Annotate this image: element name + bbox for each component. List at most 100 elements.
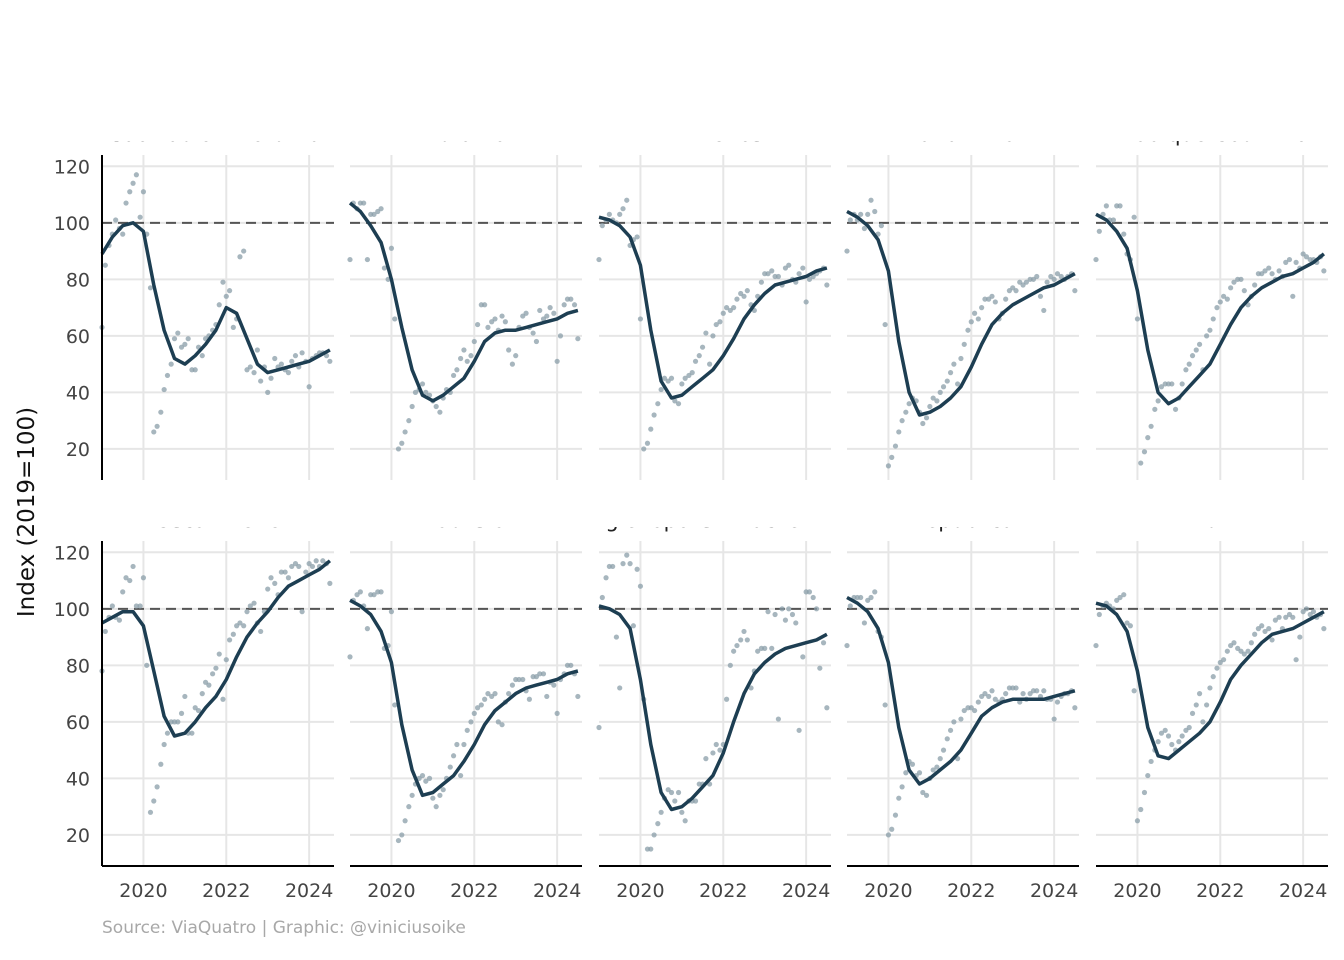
data-point bbox=[347, 256, 353, 263]
data-point bbox=[395, 446, 402, 452]
data-point bbox=[1276, 268, 1282, 274]
data-point bbox=[986, 693, 992, 700]
data-point bbox=[426, 775, 433, 781]
data-point bbox=[596, 256, 602, 263]
data-points bbox=[844, 589, 1078, 838]
data-point bbox=[247, 603, 253, 609]
data-point bbox=[789, 611, 796, 618]
data-point bbox=[289, 563, 295, 570]
data-point bbox=[492, 691, 498, 697]
data-point bbox=[734, 296, 740, 302]
data-point bbox=[769, 268, 775, 274]
x-tick-label: 2020 bbox=[864, 880, 912, 902]
panels: São Paulo - Morumbi 20 40 60 80 100 120 Butantã… bbox=[54, 122, 1328, 902]
x-tick-label: 2020 bbox=[616, 880, 664, 902]
data-point bbox=[1196, 341, 1203, 347]
data-point bbox=[327, 580, 333, 586]
data-point bbox=[1231, 640, 1237, 646]
data-point bbox=[1072, 288, 1078, 294]
data-point bbox=[696, 353, 702, 359]
data-point bbox=[551, 682, 557, 688]
data-point bbox=[1117, 594, 1123, 601]
data-point bbox=[419, 381, 426, 387]
data-point bbox=[1266, 265, 1272, 271]
trend-line bbox=[348, 201, 579, 403]
data-point bbox=[471, 338, 477, 345]
x-tick-label: 2024 bbox=[285, 880, 333, 902]
data-point bbox=[520, 676, 526, 683]
data-point bbox=[786, 262, 792, 268]
data-point bbox=[364, 256, 370, 263]
data-point bbox=[1189, 353, 1196, 359]
data-point bbox=[762, 645, 768, 651]
data-point bbox=[710, 750, 716, 756]
data-point bbox=[440, 787, 446, 793]
data-point bbox=[409, 792, 415, 798]
data-point bbox=[627, 561, 633, 567]
data-point bbox=[1248, 640, 1254, 646]
data-point bbox=[648, 426, 654, 432]
data-point bbox=[1293, 259, 1299, 265]
data-point bbox=[575, 693, 581, 700]
data-point bbox=[364, 626, 370, 632]
data-point bbox=[182, 341, 188, 347]
data-point bbox=[137, 214, 143, 220]
y-tick-label: 20 bbox=[66, 439, 90, 461]
data-point bbox=[223, 657, 229, 663]
data-point bbox=[610, 563, 616, 570]
data-point bbox=[102, 262, 108, 268]
data-point bbox=[675, 401, 682, 407]
panel: igienópolis - Mackenzi 2020 2022 2024 bbox=[596, 527, 831, 902]
data-point bbox=[1186, 361, 1192, 367]
data-point bbox=[571, 302, 578, 308]
data-point bbox=[1303, 254, 1310, 260]
data-point bbox=[882, 321, 888, 328]
data-point bbox=[471, 710, 477, 716]
data-point bbox=[458, 355, 464, 362]
data-point bbox=[713, 321, 719, 328]
data-point bbox=[682, 818, 688, 824]
data-point bbox=[961, 707, 967, 714]
data-point bbox=[557, 333, 564, 339]
data-point bbox=[216, 651, 222, 657]
data-point bbox=[951, 361, 957, 367]
panel-title: Faria Lima bbox=[909, 122, 1017, 146]
data-point bbox=[724, 305, 730, 311]
data-point bbox=[923, 792, 930, 798]
x-tick-label: 2022 bbox=[202, 880, 250, 902]
data-point bbox=[772, 611, 778, 618]
data-point bbox=[1169, 741, 1175, 748]
data-point bbox=[927, 403, 933, 410]
data-point bbox=[185, 336, 191, 342]
data-point bbox=[916, 770, 923, 776]
data-point bbox=[1283, 259, 1289, 265]
data-point bbox=[844, 248, 850, 254]
data-point bbox=[1041, 688, 1047, 694]
data-point bbox=[617, 685, 623, 691]
data-point bbox=[492, 316, 498, 322]
data-point bbox=[544, 693, 550, 700]
data-point bbox=[1093, 642, 1099, 649]
data-points bbox=[347, 200, 581, 452]
data-point bbox=[1096, 228, 1102, 234]
data-point bbox=[644, 440, 651, 446]
data-point bbox=[130, 563, 136, 570]
data-point bbox=[1241, 288, 1247, 294]
data-point bbox=[1231, 279, 1237, 285]
data-point bbox=[796, 727, 802, 733]
data-point bbox=[889, 826, 895, 832]
y-tick-label: 100 bbox=[54, 599, 90, 621]
data-point bbox=[727, 662, 733, 668]
data-point bbox=[744, 288, 750, 294]
data-point bbox=[824, 282, 830, 288]
data-point bbox=[523, 310, 529, 316]
data-point bbox=[903, 409, 909, 415]
data-point bbox=[433, 804, 439, 810]
data-point bbox=[599, 223, 605, 229]
data-point bbox=[306, 384, 312, 390]
data-point bbox=[220, 279, 226, 285]
data-point bbox=[944, 736, 950, 742]
data-point bbox=[1051, 276, 1057, 282]
data-point bbox=[965, 327, 971, 333]
data-point bbox=[1117, 203, 1123, 209]
